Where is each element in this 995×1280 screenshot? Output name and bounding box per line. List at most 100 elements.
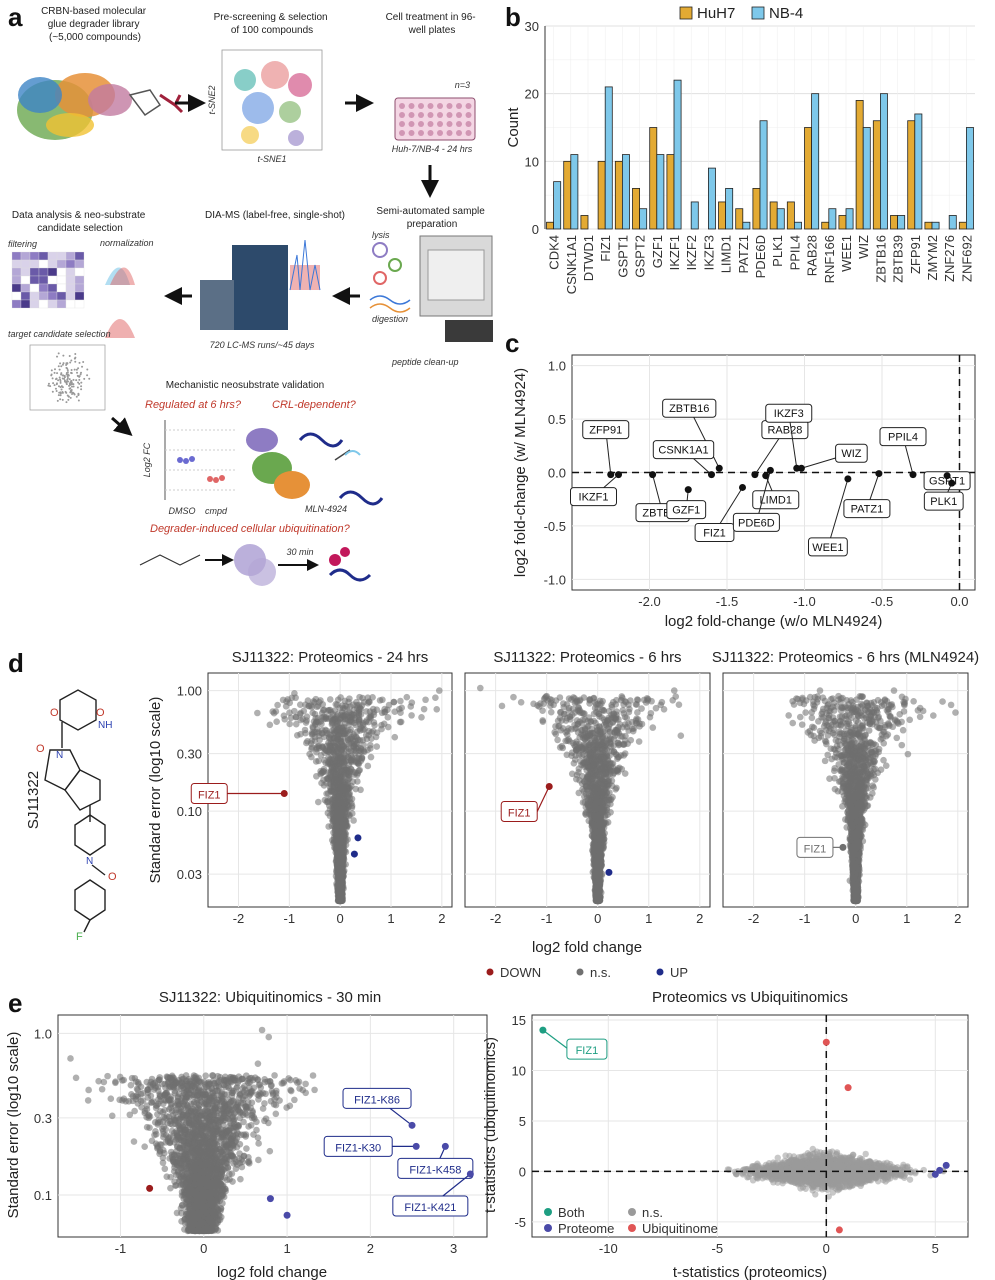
data-point-ns xyxy=(571,709,579,716)
mini-volcano-point xyxy=(86,368,89,371)
data-point-ns xyxy=(403,693,411,701)
data-point-ns xyxy=(340,704,347,712)
data-point-ns xyxy=(315,732,323,740)
mini-volcano-point xyxy=(61,363,64,366)
heatmap-cell xyxy=(47,291,58,301)
plate-well xyxy=(399,130,405,136)
data-point-ns xyxy=(287,714,295,722)
data-point-ns xyxy=(422,696,429,704)
bar-nb-4-ikzf1 xyxy=(673,79,682,230)
mini-volcano-point xyxy=(70,368,73,371)
point-zbtb39 xyxy=(649,471,657,479)
label-leader xyxy=(688,408,720,469)
plate-well xyxy=(418,121,424,127)
data-point-ns xyxy=(607,740,615,748)
mini-volcano-point xyxy=(70,359,73,362)
heatmap-cell xyxy=(20,259,31,269)
heatmap-cell xyxy=(11,283,22,293)
step1-caption: CRBN-based molecular glue degrader libra… xyxy=(41,6,149,43)
data-point-ns xyxy=(319,706,327,714)
point-label-plk1: PLK1 xyxy=(930,496,957,508)
panel-letter-d: d xyxy=(8,648,24,678)
mini-volcano-point xyxy=(66,369,69,372)
bar-nb-4-patz1 xyxy=(742,221,751,230)
bar-huh7-gzf1 xyxy=(649,127,658,230)
heatmap-cell xyxy=(29,267,40,277)
bar-nb-4-limd1 xyxy=(725,187,734,230)
data-point-ns xyxy=(535,703,543,710)
x-tick-label: GSPT2 xyxy=(633,235,648,278)
y-tick-label: 20 xyxy=(525,87,539,102)
plate-well xyxy=(399,112,405,118)
data-point-ns xyxy=(282,702,290,710)
plate-well xyxy=(456,130,462,136)
data-point-ns xyxy=(333,836,341,843)
heatmap-cell xyxy=(11,259,22,269)
x-axis-label: log2 fold-change (w/o MLN4924) xyxy=(665,613,883,630)
mini-logfc-plot: Log2 FC DMSO cmpd xyxy=(142,420,235,516)
heatmap-cell xyxy=(56,251,67,261)
panel-d-volcanoes: O O NH O N N O F SJ11322 -2 -1 0 1 20.030.10… xyxy=(25,649,979,980)
point-ppil4 xyxy=(909,471,917,479)
label-leader xyxy=(827,478,849,548)
plate-well xyxy=(418,103,424,109)
heatmap-cell xyxy=(47,259,58,269)
data-point-ns xyxy=(568,696,575,703)
data-point-ns xyxy=(291,689,298,697)
data-point-ns xyxy=(339,713,347,720)
mini-volcano-point xyxy=(57,352,60,355)
mini-volcano-point xyxy=(59,381,62,384)
data-point-ns xyxy=(580,710,587,718)
mini-volcano-point xyxy=(62,354,65,357)
mini-volcano-point xyxy=(55,390,58,393)
data-analysis-illustration: filtering normalization target candidate… xyxy=(8,238,154,411)
point-label-pde6d: PDE6D xyxy=(738,517,775,529)
data-point-ns xyxy=(358,754,366,762)
data-point-ns xyxy=(380,720,388,728)
data-point-ns xyxy=(360,741,368,749)
mini-volcano-point xyxy=(55,377,58,380)
data-point-ns xyxy=(331,789,338,796)
protein-structure-illustration xyxy=(17,73,184,140)
well-plate-illustration: n=3 Huh-7/NB-4 - 24 hrs xyxy=(392,80,476,154)
data-point-ns xyxy=(334,852,342,859)
ubiquitination-illustration: 30 min xyxy=(139,544,372,586)
data-point-ns xyxy=(301,726,309,734)
data-point-ns xyxy=(326,696,334,703)
data-point-ns xyxy=(327,749,334,757)
mini-volcano-point xyxy=(78,361,81,364)
mini-volcano-point xyxy=(57,385,60,388)
mini-volcano-point xyxy=(78,378,81,381)
data-point-ns xyxy=(622,698,630,706)
mini-volcano-point xyxy=(63,380,66,383)
mini-volcano-point xyxy=(80,371,83,374)
mini-volcano-point xyxy=(66,394,69,397)
bar-huh7-fiz1 xyxy=(597,160,606,230)
heatmap-cell xyxy=(74,299,85,309)
data-point-ns xyxy=(612,785,619,793)
mini-volcano-point xyxy=(63,376,66,379)
mini-volcano-point xyxy=(88,377,91,380)
point-patz1 xyxy=(875,470,883,478)
y-tick-label: 0.10 xyxy=(177,804,202,819)
data-point-ns xyxy=(418,714,425,721)
mini-volcano-point xyxy=(80,381,83,384)
data-point-ns xyxy=(367,753,375,761)
data-point-ns xyxy=(342,751,350,759)
mini-volcano-point xyxy=(51,390,54,393)
data-point-ns xyxy=(286,709,293,716)
data-point-ns xyxy=(658,698,666,706)
heatmap-cell xyxy=(56,259,67,269)
data-point-ns xyxy=(313,744,320,751)
point-zbtb16 xyxy=(715,464,723,472)
label-box-pde6d xyxy=(732,512,780,532)
mini-volcano-point xyxy=(53,384,56,387)
data-point-ns xyxy=(349,755,357,763)
crl-complex-illustration: MLN-4924 xyxy=(246,428,384,514)
heatmap-cell xyxy=(74,275,85,285)
tsne-cluster-plot: t-SNE1 t-SNE2 xyxy=(207,49,323,164)
data-point-ns xyxy=(314,798,322,806)
plate-well xyxy=(437,130,443,136)
data-point-ns xyxy=(329,711,337,718)
x-tick-label: ZBTB39 xyxy=(891,235,906,283)
